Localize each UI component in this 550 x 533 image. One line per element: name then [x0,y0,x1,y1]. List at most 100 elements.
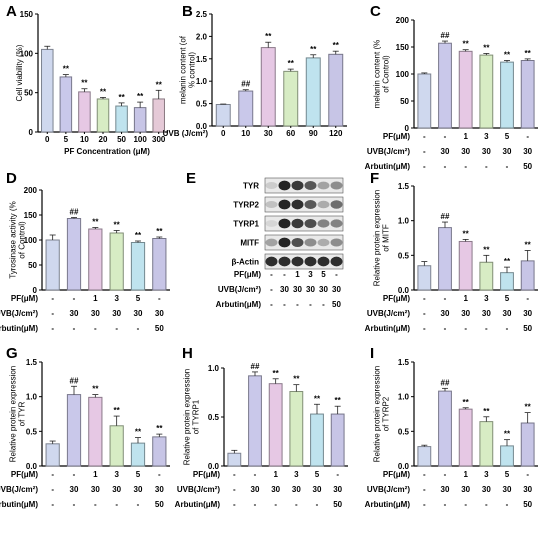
condition-value: 1 [93,294,98,303]
condition-value: 1 [463,294,468,303]
condition-row-label: Arbutin(μM) [0,500,38,509]
y-tick-label: 0.5 [26,427,38,436]
bar [283,70,299,127]
blot-band [330,200,343,209]
condition-value: - [485,324,488,333]
bar [152,238,167,291]
condition-value: - [423,132,426,141]
bar [330,413,345,467]
blot-band [317,219,330,228]
significance-label: ## [70,376,79,385]
condition-value: - [423,485,426,494]
bar [520,260,535,291]
condition-value: - [423,324,426,333]
condition-value: 1 [463,132,468,141]
condition-value: 30 [441,147,450,156]
significance-label: ## [70,208,79,217]
significance-label: ## [441,212,450,221]
condition-value: - [51,500,54,509]
y-tick-label: 0.0 [398,462,410,471]
y-tick-label: 50 [24,89,33,98]
condition-value: 30 [461,485,470,494]
condition-value: 30 [293,285,302,294]
condition-value: - [270,285,273,294]
condition-value: 30 [134,485,143,494]
condition-value: - [485,162,488,171]
condition-row-label: Arbutin(μM) [175,500,221,509]
blot-band [291,237,304,248]
condition-row-label: Arbutin(μM) [365,500,411,509]
condition-value: - [309,300,312,309]
significance-label: ** [293,375,300,384]
significance-label: ** [483,407,490,416]
significance-label: ** [63,65,70,74]
significance-label: ## [441,378,450,387]
condition-value: - [526,294,529,303]
condition-value: - [254,470,257,479]
bar [268,383,283,467]
bar [152,436,167,467]
significance-label: ## [251,362,260,371]
blot-band [265,238,278,247]
condition-value: 30 [306,285,315,294]
condition-value: 30 [503,309,512,318]
y-axis-label: Cell viability (%) [15,44,24,101]
x-tick-label: 5 [64,135,69,144]
blot-band [265,256,278,267]
condition-row-label: Arbutin(μM) [0,324,38,333]
condition-value: - [444,324,447,333]
condition-value: 1 [295,270,300,279]
y-tick-label: 0.5 [196,100,208,109]
condition-value: - [270,300,273,309]
y-axis-label: % control) [188,52,197,88]
condition-value: 50 [523,162,532,171]
bar [238,90,254,127]
condition-value: - [73,470,76,479]
condition-row-label: Arbutin(μM) [365,162,411,171]
condition-value: 30 [280,285,289,294]
condition-value: - [137,500,140,509]
bar [520,422,535,467]
bar [458,408,473,467]
condition-value: 50 [333,500,342,509]
significance-label: ** [463,40,470,49]
significance-label: ** [483,245,490,254]
condition-value: - [270,270,273,279]
blot-band [278,180,291,191]
condition-value: - [296,300,299,309]
condition-value: - [94,324,97,333]
condition-value: 30 [523,485,532,494]
y-tick-label: 1.5 [398,358,410,367]
blot-band [278,237,291,248]
x-tick-label: 120 [329,129,343,138]
blot-band [278,199,291,210]
blot-row-label: TYRP1 [233,220,259,229]
blot-row-label: β-Actin [231,258,259,267]
blot-band [278,256,291,267]
condition-value: 30 [271,485,280,494]
condition-value: - [506,162,509,171]
significance-label: ** [504,257,511,266]
condition-row-label: Arbutin(μM) [365,324,411,333]
panel-label: C [370,3,381,20]
bar [260,47,276,127]
panel-label: F [370,170,379,187]
bar [438,390,452,467]
y-tick-label: 0.5 [398,427,410,436]
blot-band [317,256,330,267]
x-tick-label: 30 [264,129,273,138]
condition-row-label: UVB(J/cm²) [218,285,261,294]
blot-band [265,200,278,209]
condition-value: 30 [523,309,532,318]
blot-row-label: TYR [243,182,259,191]
condition-value: 30 [292,485,301,494]
significance-label: ** [100,87,107,96]
condition-value: - [444,470,447,479]
condition-value: 50 [523,324,532,333]
y-tick-label: 2.0 [196,32,208,41]
bar [45,239,60,291]
significance-label: ** [265,32,272,41]
significance-label: ** [92,218,99,227]
x-tick-label: 0 [45,135,50,144]
